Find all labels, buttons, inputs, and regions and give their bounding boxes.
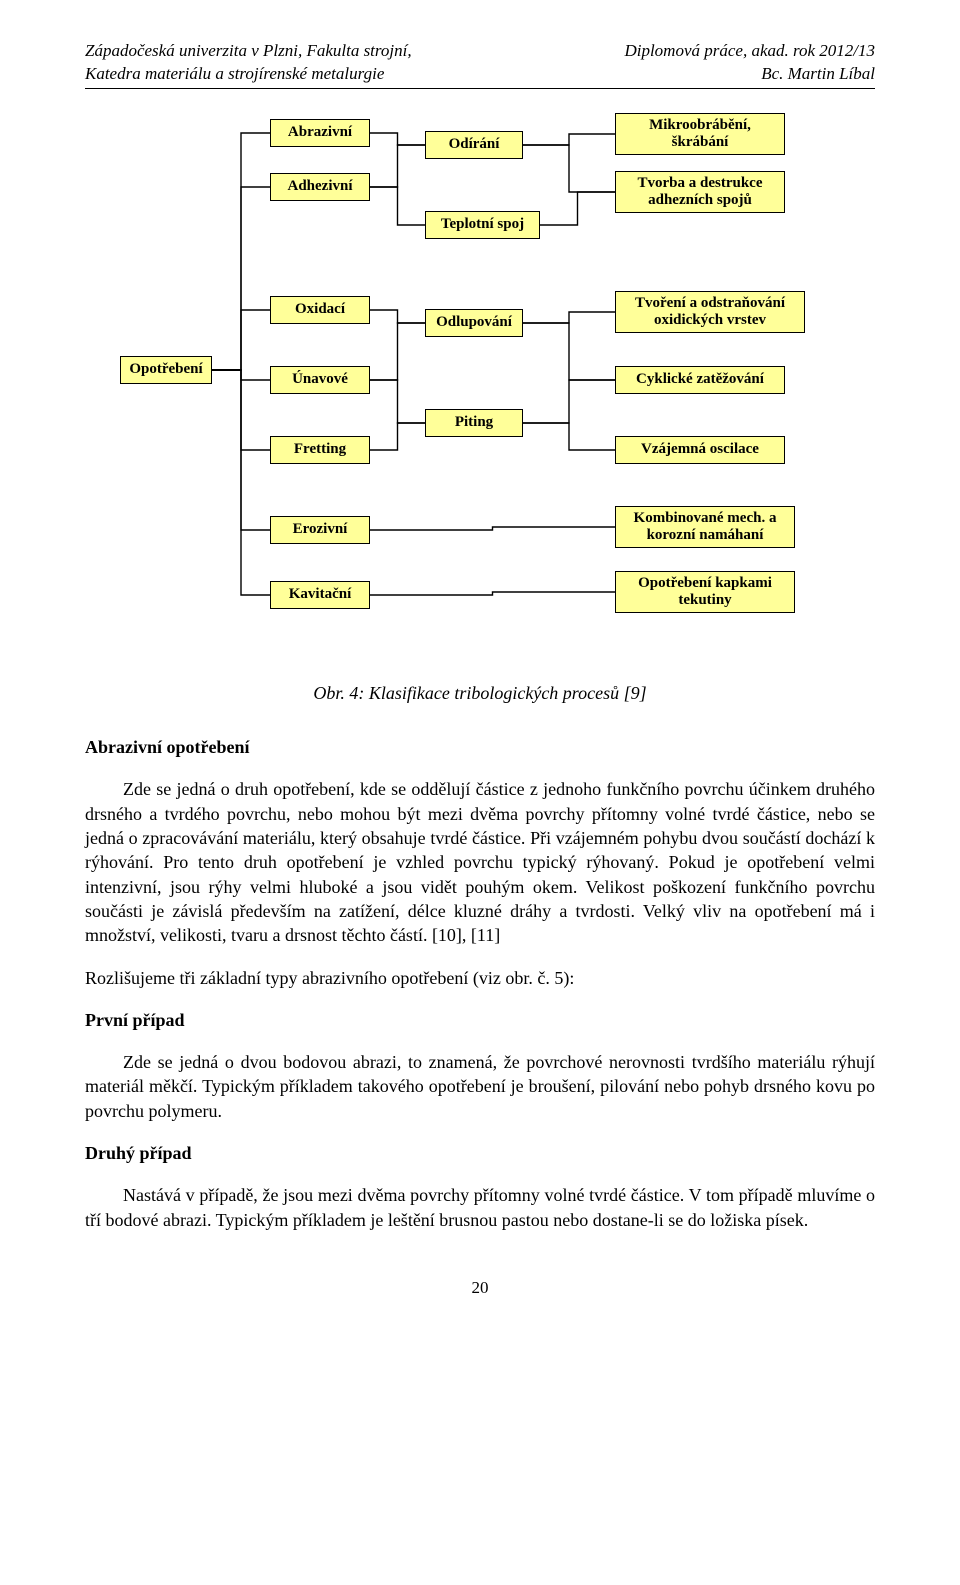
diagram-node-m2: Teplotní spoj <box>425 211 540 239</box>
diagram-node-c5: Vzájemná oscilace <box>615 436 785 464</box>
sub-prvni-pripad-title: První případ <box>85 1008 875 1032</box>
diagram-node-m1: Odírání <box>425 131 523 159</box>
diagram-node-a6: Erozivní <box>270 516 370 544</box>
diagram-node-a4: Únavové <box>270 366 370 394</box>
header-right-1: Diplomová práce, akad. rok 2012/13 <box>624 40 875 63</box>
section-abrazivni-types: Rozlišujeme tři základní typy abrazivníh… <box>85 966 875 990</box>
header-left-2: Katedra materiálu a strojírenské metalur… <box>85 63 412 86</box>
diagram-node-m3: Odlupování <box>425 309 523 337</box>
diagram-node-a2: Adhezivní <box>270 173 370 201</box>
sub-prvni-pripad-body: Zde se jedná o dvou bodovou abrazi, to z… <box>85 1050 875 1123</box>
diagram-node-c1: Mikroobrábění, škrábání <box>615 113 785 155</box>
diagram-node-m4: Piting <box>425 409 523 437</box>
header-right-2: Bc. Martin Líbal <box>624 63 875 86</box>
diagram-node-c3: Tvoření a odstraňování oxidických vrstev <box>615 291 805 333</box>
page-number: 20 <box>85 1277 875 1300</box>
sub-druhy-pripad-title: Druhý případ <box>85 1141 875 1165</box>
diagram-node-c4: Cyklické zatěžování <box>615 366 785 394</box>
diagram-node-root: Opotřebení <box>120 356 212 384</box>
section-abrazivni-title: Abrazivní opotřebení <box>85 735 875 759</box>
diagram-node-c6: Kombinované mech. a korozní namáhaní <box>615 506 795 548</box>
page-header: Západočeská univerzita v Plzni, Fakulta … <box>85 40 875 89</box>
diagram-node-a7: Kavitační <box>270 581 370 609</box>
header-right: Diplomová práce, akad. rok 2012/13 Bc. M… <box>624 40 875 86</box>
diagram-node-a5: Fretting <box>270 436 370 464</box>
figure-caption: Obr. 4: Klasifikace tribologických proce… <box>85 681 875 705</box>
header-left-1: Západočeská univerzita v Plzni, Fakulta … <box>85 40 412 63</box>
diagram-node-c2: Tvorba a destrukce adhezních spojů <box>615 171 785 213</box>
classification-diagram: Opotřebení Abrazivní Adhezivní Oxidací Únavo… <box>120 111 840 651</box>
header-left: Západočeská univerzita v Plzni, Fakulta … <box>85 40 412 86</box>
diagram-node-a3: Oxidací <box>270 296 370 324</box>
diagram-node-a1: Abrazivní <box>270 119 370 147</box>
sub-druhy-pripad-body: Nastává v případě, že jsou mezi dvěma po… <box>85 1183 875 1232</box>
section-abrazivni-body: Zde se jedná o druh opotřebení, kde se o… <box>85 777 875 947</box>
diagram-node-c7: Opotřebení kapkami tekutiny <box>615 571 795 613</box>
